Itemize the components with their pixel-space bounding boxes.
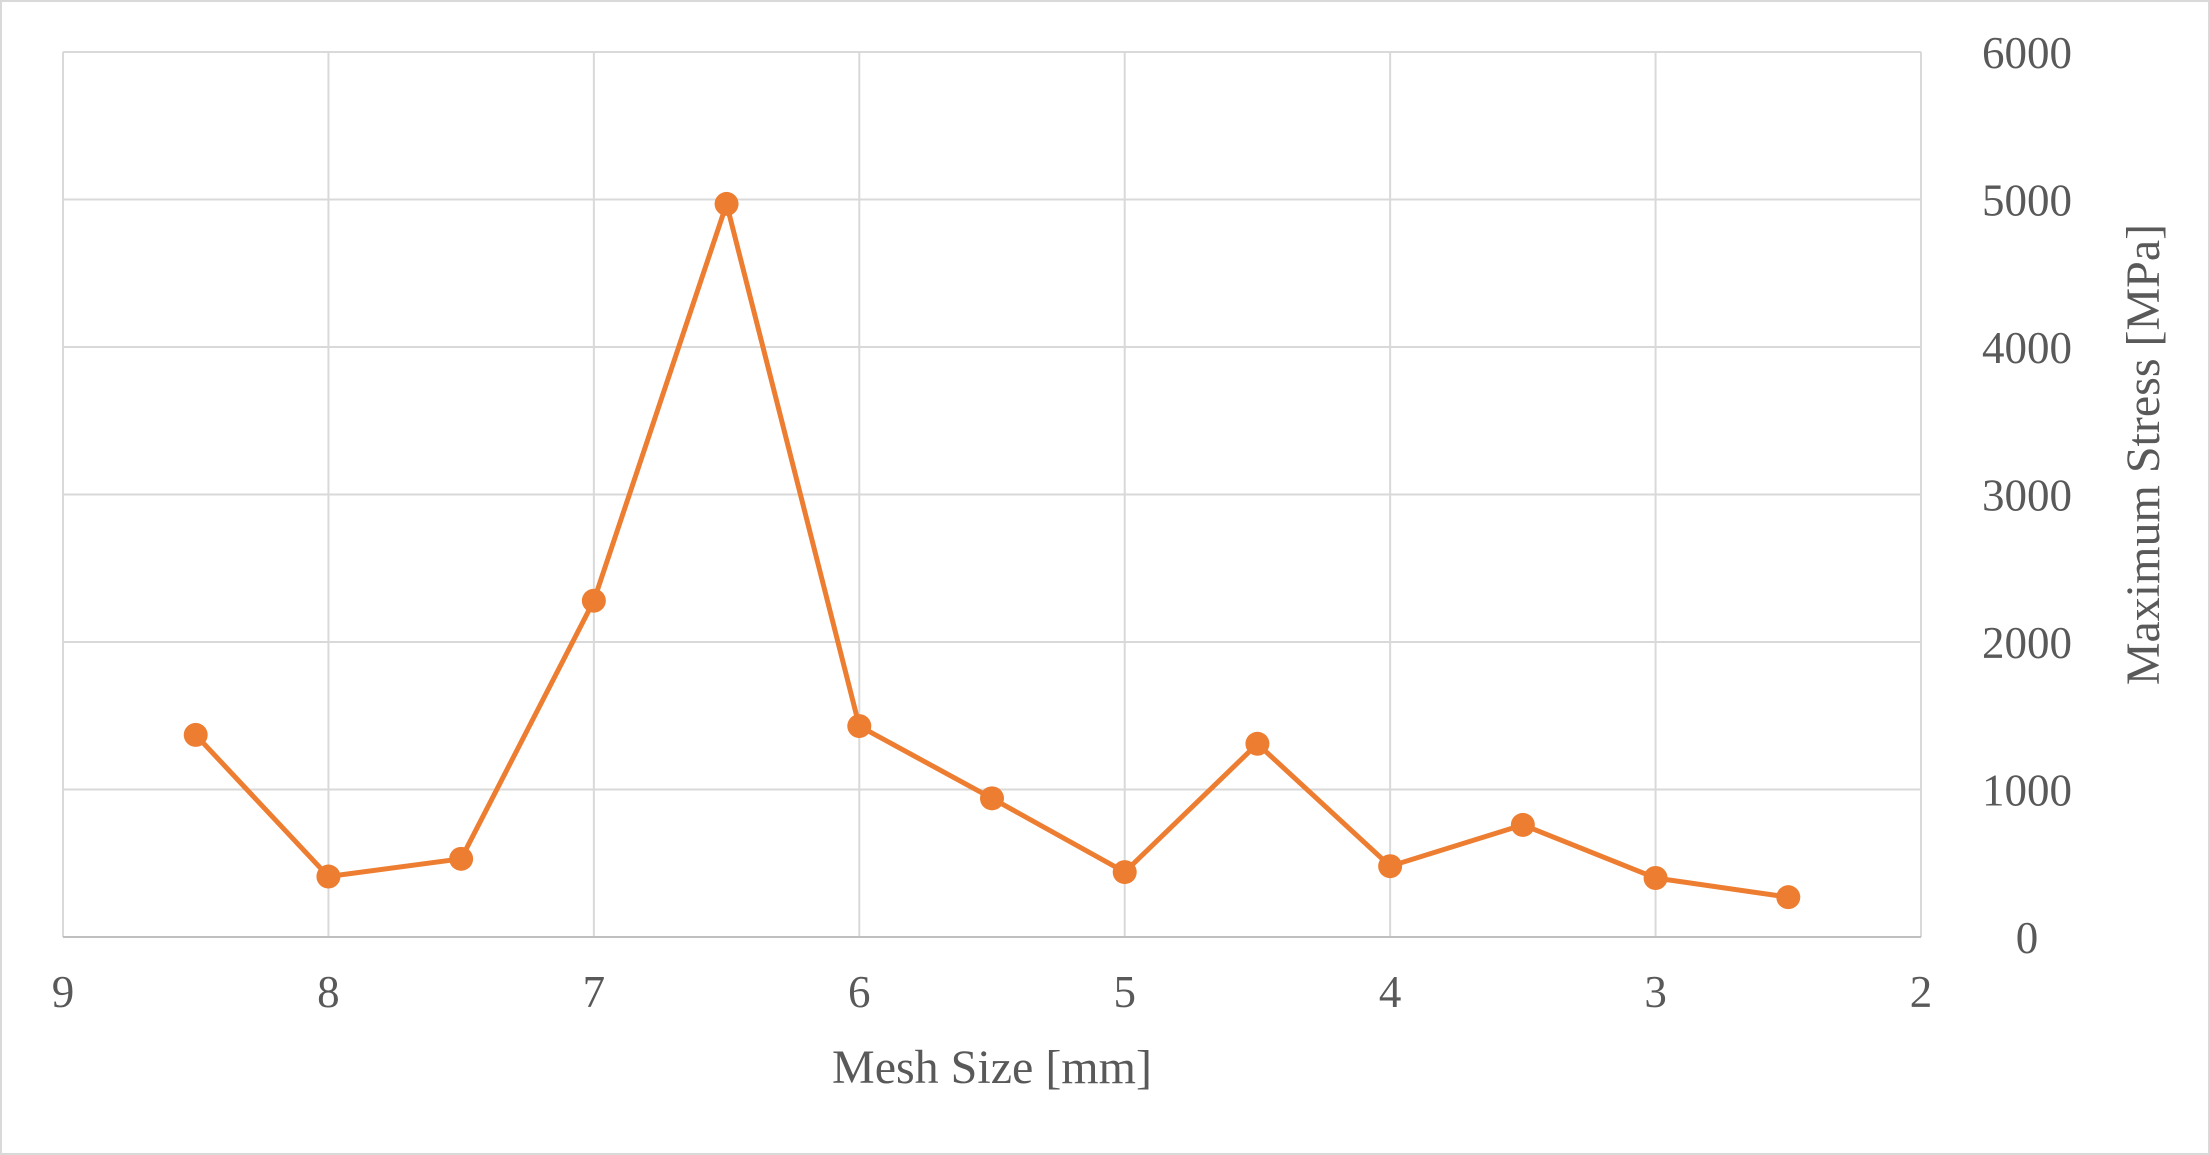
y-tick-label: 6000 xyxy=(1982,28,2072,78)
data-point xyxy=(1112,860,1137,885)
x-tick-label: 3 xyxy=(1644,967,1667,1017)
data-point xyxy=(1245,731,1270,756)
y-tick-label: 1000 xyxy=(1982,766,2072,816)
x-tick-label: 7 xyxy=(583,967,606,1017)
data-point xyxy=(449,846,474,871)
data-point xyxy=(1378,854,1403,879)
data-point xyxy=(316,864,341,889)
y-tick-label: 0 xyxy=(2016,913,2039,963)
y-tick-labels: 0 1000 2000 3000 4000 5000 6000 xyxy=(1982,28,2072,963)
x-tick-label: 6 xyxy=(848,967,871,1017)
data-point xyxy=(847,714,872,739)
data-point xyxy=(183,722,208,747)
x-tick-label: 2 xyxy=(1910,967,1933,1017)
series-group xyxy=(183,191,1801,910)
x-tick-labels: 9 8 7 6 5 4 3 2 xyxy=(52,967,1933,1017)
data-point xyxy=(581,588,606,613)
data-point xyxy=(1643,866,1668,890)
x-axis-title: Mesh Size [mm] xyxy=(832,1041,1152,1094)
data-point xyxy=(1776,885,1801,910)
y-tick-label: 3000 xyxy=(1982,471,2072,521)
x-tick-label: 5 xyxy=(1113,967,1136,1017)
y-tick-label: 2000 xyxy=(1982,618,2072,668)
y-tick-label: 4000 xyxy=(1982,323,2072,373)
data-point xyxy=(980,786,1004,811)
y-axis-title: Maximum Stress [MPa] xyxy=(2117,224,2170,685)
y-tick-label: 5000 xyxy=(1982,176,2072,226)
x-tick-label: 8 xyxy=(317,967,340,1017)
x-tick-label: 9 xyxy=(52,967,75,1017)
data-point xyxy=(1510,812,1535,837)
data-point xyxy=(714,191,739,216)
x-tick-label: 4 xyxy=(1379,967,1402,1017)
